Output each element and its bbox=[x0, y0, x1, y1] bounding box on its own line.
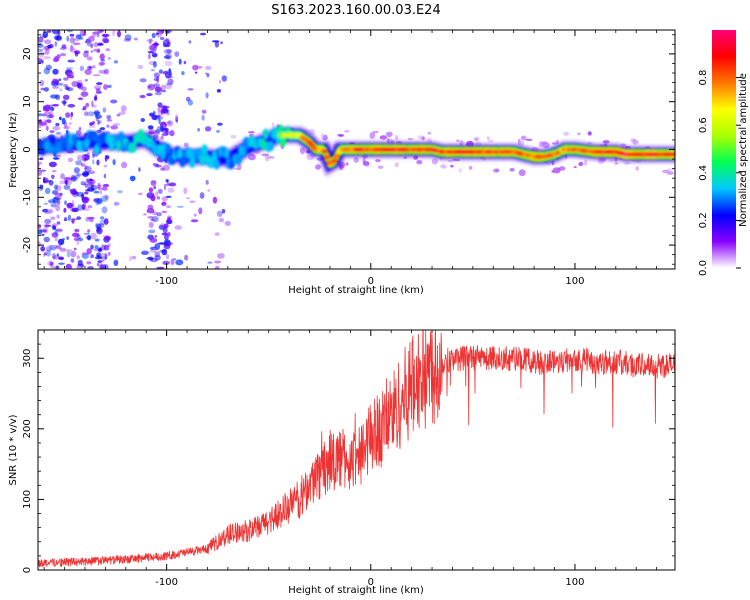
colorbar-label: Normalized spectral amplitude bbox=[738, 73, 749, 227]
chart-title: S163.2023.160.00.03.E24 bbox=[271, 3, 440, 18]
spectrogram-y-tick-label: 0 bbox=[22, 146, 33, 152]
spectrogram-content bbox=[38, 30, 675, 269]
spectrogram-frame bbox=[37, 29, 676, 270]
snr-series-line bbox=[38, 330, 675, 568]
spectrogram-ridge-core bbox=[38, 124, 675, 170]
spectrogram-y-tick-label: -10 bbox=[22, 189, 33, 205]
spectrogram-y-tick-label: -20 bbox=[22, 237, 33, 253]
snr-frame bbox=[37, 329, 676, 571]
snr-panel: -100 0 100 0 100 200 300 Height of straight li… bbox=[8, 329, 676, 596]
colorbar-tick-label: 0.8 bbox=[698, 70, 709, 86]
colorbar-ticks: 0.0 0.2 0.4 0.6 0.8 bbox=[698, 70, 741, 276]
spectrogram-y-tick-label: 20 bbox=[22, 48, 33, 61]
spectrogram-x-tick-label: 100 bbox=[565, 276, 584, 287]
colorbar-tick-label: 0.6 bbox=[698, 117, 709, 133]
snr-y-tick-label: 100 bbox=[22, 490, 33, 509]
colorbar-tick-label: 0.2 bbox=[698, 212, 709, 228]
snr-x-tick-label: -100 bbox=[155, 577, 178, 588]
spectrogram-x-axis-label: Height of straight line (km) bbox=[288, 285, 424, 296]
snr-y-axis-label: SNR (10 * v/v) bbox=[8, 414, 19, 485]
colorbar-tick-label: 0.0 bbox=[698, 260, 709, 276]
snr-x-axis-label: Height of straight line (km) bbox=[288, 585, 424, 596]
spectrogram-y-tick-label: 10 bbox=[22, 95, 33, 108]
colorbar: 0.0 0.2 0.4 0.6 0.8 Normalized spectral ampl… bbox=[698, 30, 749, 276]
snr-x-tick-label: 100 bbox=[565, 577, 584, 588]
snr-y-tick-label: 200 bbox=[22, 419, 33, 438]
snr-x-tick-label: 0 bbox=[368, 577, 374, 588]
spectrogram-y-axis-label: Frequency (Hz) bbox=[8, 112, 19, 188]
snr-y-tick-label: 0 bbox=[22, 567, 33, 573]
spectrogram-x-tick-label: 0 bbox=[368, 276, 374, 287]
snr-y-tick-label: 300 bbox=[22, 349, 33, 368]
colorbar-tick-label: 0.4 bbox=[698, 165, 709, 181]
colorbar-scale bbox=[712, 30, 736, 268]
spectrogram-x-tick-label: -100 bbox=[155, 276, 178, 287]
